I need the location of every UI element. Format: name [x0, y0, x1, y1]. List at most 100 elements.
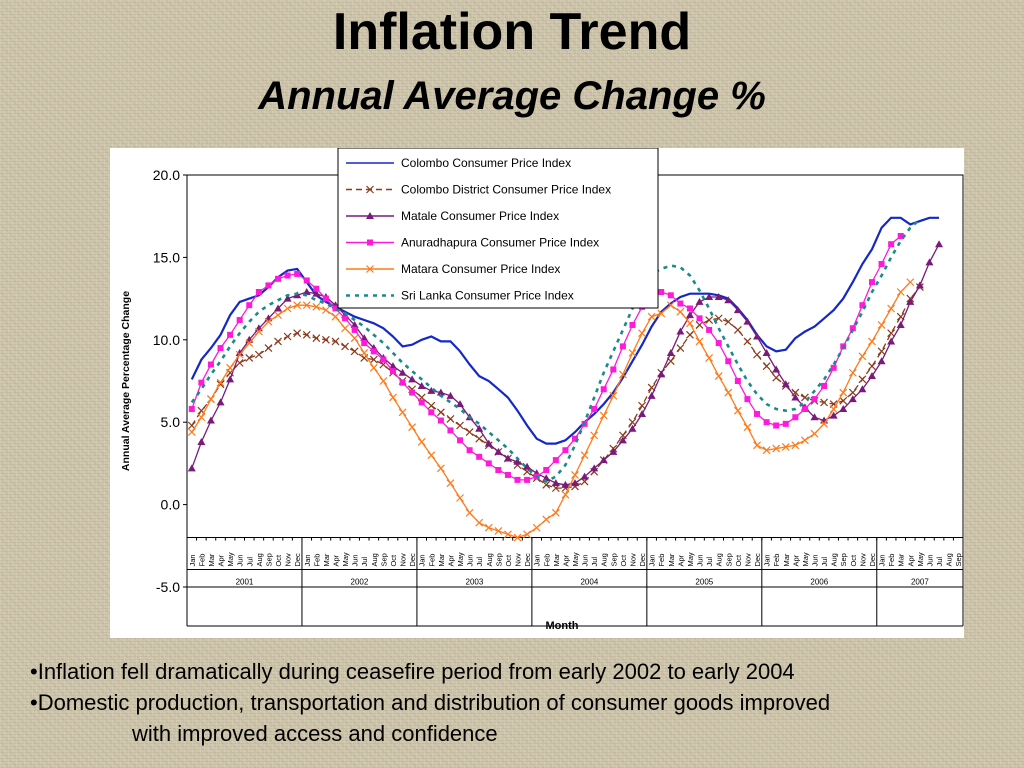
- data-point-x: [475, 434, 484, 443]
- bullet-item-1: •Inflation fell dramatically during ceas…: [30, 659, 795, 684]
- data-point-x: [312, 334, 321, 343]
- data-point-square: [811, 396, 818, 403]
- x-tick-label-month: Feb: [887, 554, 896, 567]
- y-tick-label: 20.0: [153, 167, 180, 183]
- data-point-square: [792, 414, 799, 421]
- x-tick-label-month: Jul: [245, 557, 254, 567]
- data-point-triangle: [484, 439, 493, 447]
- data-point-x: [638, 329, 646, 338]
- data-point-x: [312, 302, 321, 311]
- data-point-x: [695, 321, 704, 329]
- data-point-x: [369, 355, 378, 364]
- data-point-triangle: [274, 304, 283, 312]
- data-point-triangle: [590, 464, 599, 472]
- data-point-square: [686, 305, 693, 312]
- x-tick-label-month: Nov: [399, 553, 408, 567]
- data-point-triangle: [858, 385, 867, 393]
- data-point-x: [254, 350, 263, 359]
- data-point-triangle: [366, 212, 374, 219]
- data-point-x: [733, 406, 742, 415]
- data-point-x: [762, 362, 771, 371]
- data-point-x: [791, 441, 800, 450]
- x-tick-label-year: 2007: [911, 578, 929, 587]
- data-point-triangle: [283, 294, 292, 302]
- data-point-triangle: [580, 472, 589, 480]
- data-point-x: [542, 515, 551, 524]
- x-tick-label-month: Nov: [743, 553, 752, 567]
- data-point-x: [695, 337, 704, 346]
- data-point-square: [342, 315, 349, 322]
- data-point-square: [265, 282, 272, 289]
- x-tick-label-month: Jun: [811, 554, 820, 566]
- data-point-x: [331, 312, 340, 321]
- data-point-square: [897, 232, 904, 239]
- data-point-x: [676, 307, 685, 316]
- data-point-x: [618, 370, 627, 379]
- data-point-x: [408, 423, 417, 432]
- data-point-x: [341, 342, 349, 351]
- data-point-square: [409, 389, 416, 396]
- x-tick-label-month: Jul: [475, 557, 484, 567]
- x-tick-label-month: Jul: [360, 557, 369, 567]
- data-point-triangle: [877, 357, 886, 365]
- data-point-x: [599, 411, 608, 420]
- data-point-x: [245, 354, 254, 362]
- data-point-square: [246, 302, 253, 309]
- data-point-triangle: [494, 447, 503, 455]
- data-point-x: [523, 530, 532, 539]
- data-point-square: [399, 379, 406, 386]
- x-tick-label-month: Apr: [331, 554, 340, 566]
- data-point-triangle: [436, 388, 445, 396]
- data-point-x: [820, 419, 829, 428]
- y-tick-label: -5.0: [156, 579, 180, 595]
- data-point-x: [647, 312, 656, 321]
- data-point-x: [427, 401, 436, 410]
- x-tick-label-month: Dec: [408, 553, 417, 567]
- data-point-triangle: [226, 375, 235, 383]
- bullet-item-2-continued: with improved access and confidence: [132, 721, 498, 746]
- x-tick-label-month: Apr: [217, 554, 226, 566]
- data-point-square: [610, 366, 617, 373]
- data-point-triangle: [216, 398, 225, 406]
- x-tick-label-month: Jun: [925, 554, 934, 566]
- data-point-square: [367, 239, 373, 246]
- data-point-square: [878, 260, 885, 267]
- data-point-x: [226, 363, 235, 372]
- data-point-square: [418, 399, 425, 406]
- chart-panel: 20.0 15.0 10.0 5.0 0.0 -5.0 Jan Feb Mar Apr May Jun…: [110, 148, 964, 638]
- data-point-square: [715, 340, 722, 347]
- y-tick-label: 5.0: [161, 414, 181, 430]
- data-point-square: [275, 275, 282, 282]
- data-point-triangle: [206, 416, 215, 424]
- data-point-triangle: [571, 479, 579, 487]
- x-tick-label-year: 2006: [810, 578, 828, 587]
- data-point-square: [667, 292, 674, 299]
- data-point-x: [369, 363, 378, 372]
- data-point-x: [714, 372, 723, 380]
- data-point-square: [294, 270, 301, 277]
- data-point-x: [216, 378, 225, 387]
- data-point-x: [686, 319, 694, 328]
- data-point-x: [302, 301, 311, 310]
- data-point-square: [198, 379, 205, 386]
- data-point-square: [207, 361, 214, 368]
- data-point-x: [436, 464, 445, 473]
- data-point-triangle: [197, 437, 206, 445]
- data-point-triangle: [753, 332, 762, 340]
- data-point-square: [658, 289, 665, 296]
- data-point-x: [494, 527, 503, 535]
- x-tick-label-month: Mar: [897, 553, 906, 566]
- legend-entry-label: Colombo District Consumer Price Index: [401, 183, 611, 197]
- data-point-triangle: [513, 457, 522, 465]
- data-point-x: [274, 311, 282, 320]
- data-point-x: [676, 344, 685, 352]
- data-point-triangle: [695, 297, 704, 305]
- data-point-square: [428, 409, 435, 416]
- x-tick-label-month: Nov: [628, 553, 637, 567]
- x-tick-label-month: Jan: [188, 554, 197, 566]
- data-point-triangle: [657, 370, 666, 378]
- data-point-x: [293, 329, 302, 338]
- data-point-triangle: [408, 375, 417, 383]
- x-tick-label-month: Nov: [514, 553, 523, 567]
- data-point-square: [562, 447, 569, 454]
